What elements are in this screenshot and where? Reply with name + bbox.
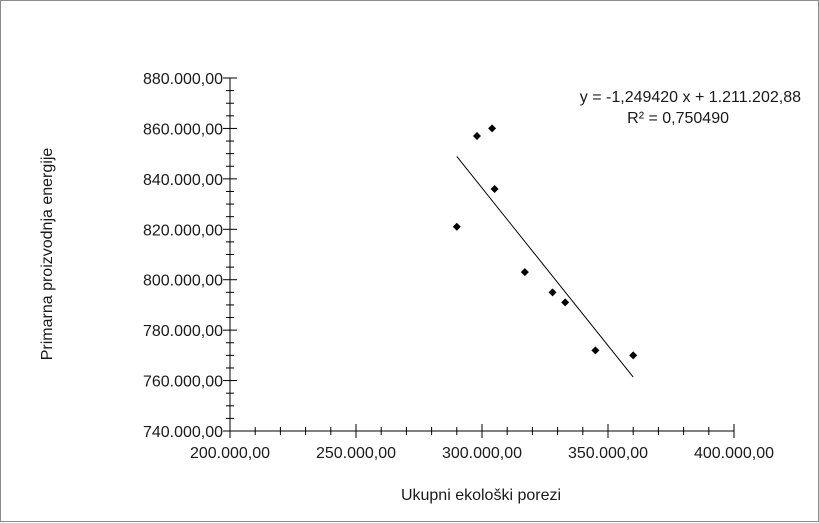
y-axis-title: Primarna proizvodnja energije: [39, 148, 56, 361]
data-point: [452, 222, 461, 231]
trendline-r-squared: R² = 0,750490: [627, 110, 729, 127]
data-point: [591, 346, 600, 355]
y-tick-label: 840.000,00: [143, 172, 223, 189]
x-axis-title: Ukupni ekološki porezi: [401, 487, 561, 504]
y-tick-label: 740.000,00: [143, 424, 223, 441]
data-point: [490, 184, 499, 193]
y-tick-label: 860.000,00: [143, 121, 223, 138]
trendline-equation: y = -1,249420 x + 1.211.202,88: [580, 89, 801, 106]
y-tick-label: 880.000,00: [143, 71, 223, 88]
plot-layer: 740.000,00 760.000,00 780.000,00 800.000,00…: [143, 71, 774, 462]
x-tick-label: 300.000,00: [442, 445, 522, 462]
data-point: [629, 351, 638, 360]
y-tick-label: 760.000,00: [143, 374, 223, 391]
data-point: [472, 131, 481, 140]
x-tick-label: 350.000,00: [568, 445, 648, 462]
data-point: [488, 124, 497, 133]
x-tick-label: 200.000,00: [190, 445, 270, 462]
x-tick-label: 400.000,00: [694, 445, 774, 462]
x-tick-label: 250.000,00: [316, 445, 396, 462]
y-tick-label: 780.000,00: [143, 323, 223, 340]
data-point: [561, 298, 570, 307]
y-tick-label: 800.000,00: [143, 273, 223, 290]
data-point: [548, 288, 557, 297]
y-tick-label: 820.000,00: [143, 222, 223, 239]
data-point: [520, 268, 529, 277]
trendline: [456, 156, 634, 378]
